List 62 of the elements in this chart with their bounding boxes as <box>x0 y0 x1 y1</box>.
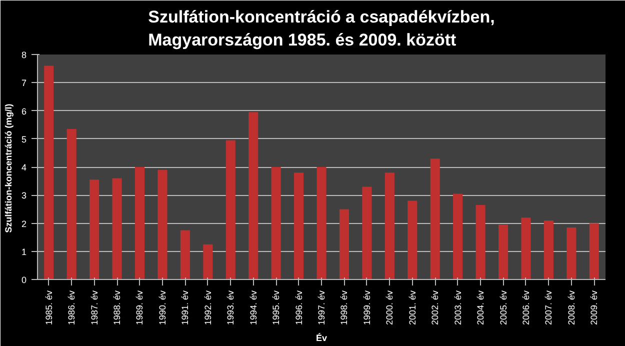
y-tick-label: 8 <box>21 50 27 60</box>
x-tick-label: 2009. év <box>589 290 600 326</box>
x-tick-label: 1986. év <box>66 290 77 326</box>
x-tick-label: 1999. év <box>362 290 372 326</box>
x-tick-label: 1995. év <box>271 290 282 326</box>
bar <box>430 158 440 280</box>
bar <box>339 209 349 280</box>
bar <box>521 218 531 280</box>
bar <box>44 66 54 280</box>
bar <box>271 167 281 280</box>
y-tick-label: 4 <box>21 162 27 172</box>
bar <box>112 178 122 280</box>
bar <box>180 230 190 280</box>
x-tick-label: 1991. év <box>180 290 190 326</box>
x-tick-label: 1998. év <box>339 290 350 326</box>
x-tick-label: 2000. év <box>384 290 395 326</box>
x-tick-label: 1993. év <box>226 290 236 326</box>
bar <box>476 204 486 280</box>
x-tick-label: 1985. év <box>44 290 54 326</box>
bar <box>384 172 394 280</box>
y-tick-label: 2 <box>21 218 27 229</box>
bar <box>453 194 463 280</box>
x-tick-label: 1996. év <box>294 290 304 326</box>
bar <box>134 167 145 280</box>
x-tick-label: 2005. év <box>498 290 508 326</box>
bar <box>248 112 258 280</box>
y-tick-label: 5 <box>21 134 27 144</box>
x-tick-label: 2006. év <box>520 290 531 326</box>
bar <box>203 244 213 280</box>
bar <box>498 224 508 280</box>
chart-title: Szulfátion-koncentráció a csapadékvízben, Magyarországon 1985. és 2009. között <box>148 8 495 50</box>
x-tick-label: 2007. év <box>544 290 554 326</box>
x-tick-label: 2003. év <box>452 290 463 326</box>
x-tick-label: 1987. év <box>89 290 100 326</box>
bar <box>294 172 304 280</box>
bar <box>544 220 554 280</box>
x-tick-label: 1988. év <box>112 290 122 326</box>
x-axis-title: Év <box>316 333 328 344</box>
y-tick-label: 3 <box>21 190 27 201</box>
bar <box>408 200 418 280</box>
x-tick-label: 2001. év <box>407 290 418 326</box>
x-tick-label: 2004. év <box>476 290 486 326</box>
bar <box>316 167 326 280</box>
y-tick-label: 1 <box>21 246 27 257</box>
bar <box>66 129 76 280</box>
x-tick-label: 1990. év <box>157 290 168 326</box>
y-tick-label: 7 <box>21 78 27 88</box>
x-tick-label: 2002. év <box>430 290 440 326</box>
x-tick-label: 1994. év <box>248 290 258 326</box>
x-tick-label: 1989. év <box>134 290 145 326</box>
y-tick-label: 0 <box>21 275 27 285</box>
bar <box>226 140 236 280</box>
bar <box>589 223 599 280</box>
bar <box>90 180 100 280</box>
x-tick-label: 1997. év <box>316 290 326 326</box>
x-tick-label: 1992. év <box>202 290 213 326</box>
bar <box>158 170 168 280</box>
bar <box>566 227 576 280</box>
x-tick-label: 2008. év <box>566 290 576 326</box>
bar <box>362 186 372 280</box>
y-tick-label: 6 <box>21 106 27 116</box>
y-axis-title: Szulfátion-koncentráció (mg/l) <box>3 104 14 233</box>
